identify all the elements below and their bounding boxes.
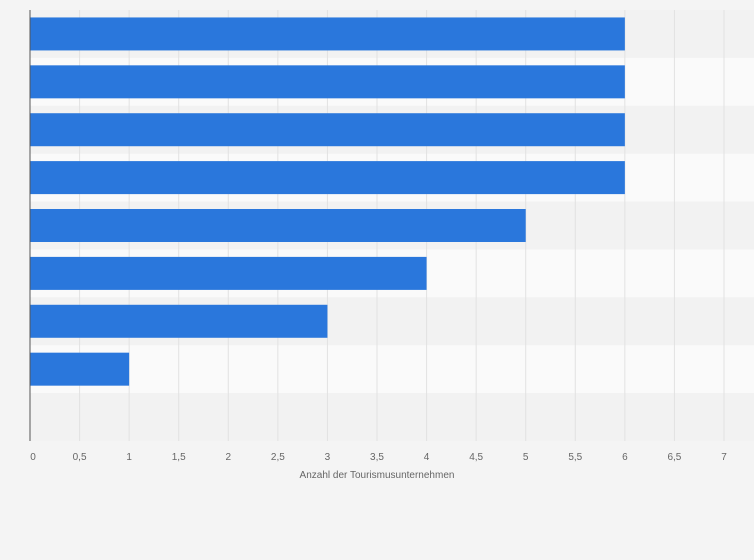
x-tick-labels: 0 0,5 1 1,5 2 2,5 3 3,5 4 4,5 5 5,5 6 6,5 7 bbox=[30, 452, 727, 463]
bar[interactable] bbox=[30, 256, 427, 290]
bar[interactable] bbox=[30, 17, 625, 51]
bar[interactable] bbox=[30, 352, 130, 386]
x-tick-label: 5 bbox=[523, 452, 529, 463]
x-tick-label: 0 bbox=[30, 452, 36, 463]
x-tick-label: 4 bbox=[424, 452, 430, 463]
bar[interactable] bbox=[30, 65, 625, 99]
x-tick-label: 3,5 bbox=[370, 452, 384, 463]
bar[interactable] bbox=[30, 304, 328, 338]
x-axis-title: Anzahl der Tourismusunternehmen bbox=[300, 470, 455, 481]
x-tick-label: 7 bbox=[721, 452, 727, 463]
x-tick-label: 4,5 bbox=[469, 452, 483, 463]
bar[interactable] bbox=[30, 113, 625, 147]
bars bbox=[30, 17, 625, 386]
x-tick-label: 5,5 bbox=[568, 452, 582, 463]
x-tick-label: 1,5 bbox=[172, 452, 186, 463]
bar[interactable] bbox=[30, 161, 625, 195]
x-tick-label: 0,5 bbox=[73, 452, 87, 463]
row-band bbox=[30, 345, 754, 394]
x-tick-label: 6 bbox=[622, 452, 628, 463]
bar[interactable] bbox=[30, 209, 526, 242]
x-tick-label: 6,5 bbox=[667, 452, 681, 463]
x-tick-label: 2,5 bbox=[271, 452, 285, 463]
x-tick-label: 1 bbox=[126, 452, 132, 463]
x-tick-label: 2 bbox=[226, 452, 232, 463]
row-band bbox=[30, 393, 754, 441]
x-tick-label: 3 bbox=[325, 452, 331, 463]
